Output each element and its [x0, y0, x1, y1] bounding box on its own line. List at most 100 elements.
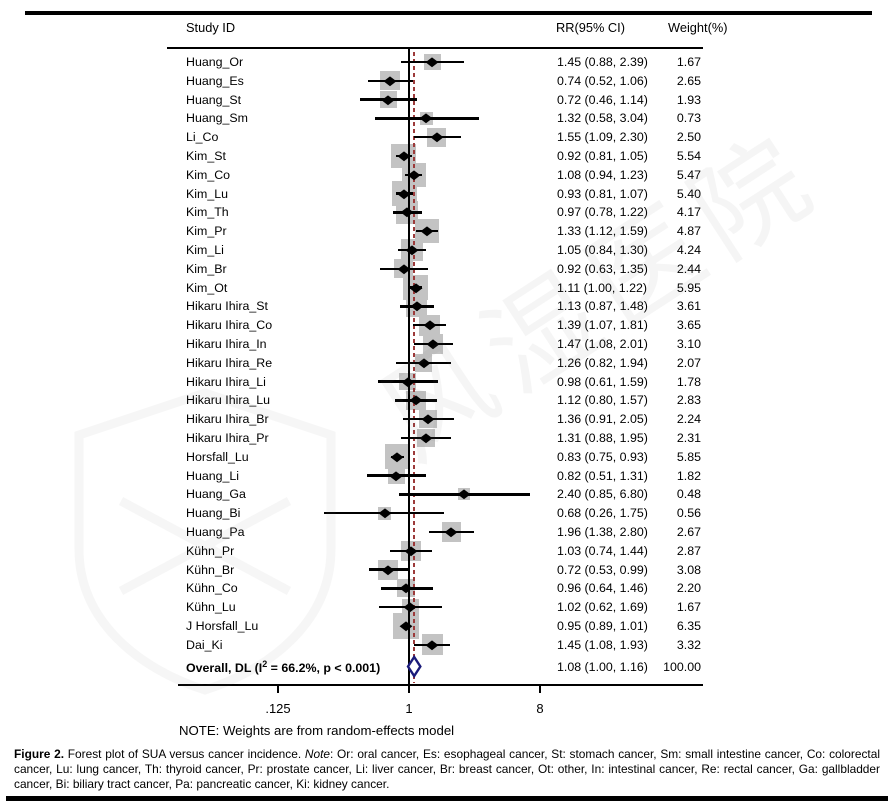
weight-value: 3.61 [676, 299, 701, 314]
x-axis-tick-label: .125 [265, 701, 291, 716]
weight-value: 5.95 [676, 280, 701, 295]
weight-value: 2.44 [676, 261, 701, 276]
study-id-label: Hikaru Ihira_In [186, 337, 267, 351]
study-id-label: Kim_Li [186, 243, 224, 257]
weight-value: 2.50 [676, 130, 701, 145]
study-id-label: Huang_Ga [186, 487, 246, 502]
weight-value: 4.24 [676, 243, 701, 257]
rr-ci-value: 0.98 (0.61, 1.59) [557, 374, 648, 389]
rr-ci-value: 0.92 (0.63, 1.35) [557, 261, 648, 276]
rr-ci-value: 2.40 (0.85, 6.80) [557, 487, 648, 502]
study-id-label: Kim_Ot [186, 280, 228, 295]
rr-ci-value: 1.33 (1.12, 1.59) [557, 224, 648, 239]
weight-value: 0.48 [676, 487, 701, 502]
study-id-label: Huang_Sm [186, 111, 248, 126]
weight-value: 3.32 [676, 637, 701, 652]
weights-note: NOTE: Weights are from random-effects mo… [179, 723, 455, 738]
study-id-label: Huang_St [186, 92, 242, 107]
null-reference-line [408, 48, 410, 685]
study-id-label: Huang_Bi [186, 506, 241, 521]
study-id-label: Kim_Th [186, 205, 229, 220]
overall-rr-ci-value: 1.08 (1.00, 1.16) [557, 659, 648, 674]
study-id-label: Kühn_Lu [186, 600, 236, 615]
column-header-weight: Weight(%) [668, 20, 728, 35]
study-id-label: Kim_Pr [186, 224, 227, 239]
study-id-label: Kim_Br [186, 261, 227, 276]
figure-caption: Figure 2. Forest plot of SUA versus canc… [14, 747, 880, 792]
top-rule [25, 11, 872, 15]
rr-ci-value: 1.36 (0.91, 2.05) [557, 412, 648, 427]
rr-ci-value: 0.72 (0.53, 0.99) [557, 562, 648, 577]
x-axis-tick-label: 1 [405, 701, 413, 716]
caption-note-label: Note [304, 747, 330, 761]
rr-ci-value: 0.83 (0.75, 0.93) [557, 449, 648, 464]
study-id-label: Kühn_Co [186, 581, 238, 596]
weight-value: 0.56 [676, 506, 701, 521]
rr-ci-value: 1.02 (0.62, 1.69) [557, 600, 648, 615]
rr-ci-value: 1.31 (0.88, 1.95) [557, 431, 648, 445]
study-id-label: Huang_Es [186, 73, 244, 88]
weight-value: 3.65 [676, 318, 701, 333]
weight-value: 4.17 [676, 205, 701, 220]
study-id-label: Hikaru Ihira_Re [186, 355, 273, 370]
rr-ci-value: 1.45 (1.08, 1.93) [557, 637, 648, 652]
weight-value: 1.67 [676, 600, 701, 615]
weight-value: 2.20 [676, 581, 701, 596]
x-axis-tick-label: 8 [536, 701, 544, 716]
study-id-label: Hikaru Ihira_Lu [186, 393, 271, 408]
study-id-label: Huang_Pa [186, 525, 245, 539]
weight-value: 2.87 [676, 543, 701, 558]
weight-value: 2.24 [676, 412, 701, 427]
rr-ci-value: 1.03 (0.74, 1.44) [557, 543, 648, 558]
weight-value: 2.07 [676, 355, 701, 370]
bottom-rule [6, 796, 888, 801]
caption-figure-label: Figure 2. [14, 747, 65, 761]
rr-ci-value: 1.39 (1.07, 1.81) [557, 318, 648, 333]
rr-ci-value: 0.82 (0.51, 1.31) [557, 468, 648, 483]
weight-value: 1.93 [676, 92, 701, 107]
overall-row-label: Overall, DL (I2 = 66.2%, p < 0.001) [186, 658, 381, 675]
rr-ci-value: 0.68 (0.26, 1.75) [557, 506, 648, 521]
weight-value: 6.35 [676, 619, 701, 633]
x-axis-tick [277, 684, 279, 693]
weight-value: 3.10 [676, 337, 701, 351]
rr-ci-value: 1.47 (1.08, 2.01) [557, 337, 648, 351]
study-id-label: J Horsfall_Lu [186, 619, 259, 633]
rr-ci-value: 1.96 (1.38, 2.80) [557, 525, 648, 539]
rr-ci-value: 0.93 (0.81, 1.07) [557, 186, 648, 201]
overall-weight-value: 100.00 [663, 659, 701, 674]
weight-value: 2.65 [676, 73, 701, 88]
study-id-label: Hikaru Ihira_Co [186, 318, 273, 333]
study-id-label: Hikaru Ihira_Br [186, 412, 269, 427]
rr-ci-value: 1.08 (0.94, 1.23) [557, 167, 648, 182]
weight-value: 5.47 [676, 167, 701, 182]
rr-ci-value: 0.72 (0.46, 1.14) [557, 92, 648, 107]
weight-value: 2.67 [676, 525, 701, 539]
rr-ci-value: 1.12 (0.80, 1.57) [557, 393, 648, 408]
weight-value: 4.87 [676, 224, 701, 239]
study-id-label: Hikaru Ihira_Li [186, 374, 266, 389]
rr-ci-value: 1.05 (0.84, 1.30) [557, 243, 648, 257]
rr-ci-value: 0.95 (0.89, 1.01) [557, 619, 648, 633]
x-axis-line [178, 683, 703, 686]
overall-estimate-dashed-line [412, 52, 415, 683]
rr-ci-value: 1.26 (0.82, 1.94) [557, 355, 648, 370]
study-id-label: Kim_Co [186, 167, 231, 182]
x-axis-tick [408, 684, 410, 693]
rr-ci-value: 1.32 (0.58, 3.04) [557, 111, 648, 126]
rr-ci-value: 1.45 (0.88, 2.39) [557, 55, 648, 69]
weight-value: 5.85 [676, 449, 701, 464]
weight-value: 2.83 [676, 393, 701, 408]
rr-ci-value: 0.97 (0.78, 1.22) [557, 205, 648, 220]
weight-value: 1.67 [676, 55, 701, 69]
rr-ci-value: 0.96 (0.64, 1.46) [557, 581, 648, 596]
column-header-study-id: Study ID [186, 20, 236, 35]
weight-value: 5.40 [676, 186, 701, 201]
column-header-rr-ci: RR(95% CI) [556, 20, 625, 35]
rr-ci-value: 0.74 (0.52, 1.06) [557, 73, 648, 88]
weight-value: 5.54 [676, 149, 701, 163]
study-id-label: Kühn_Br [186, 562, 235, 577]
rr-ci-value: 1.11 (1.00, 1.22) [557, 280, 648, 295]
study-id-label: Kim_St [186, 149, 226, 163]
